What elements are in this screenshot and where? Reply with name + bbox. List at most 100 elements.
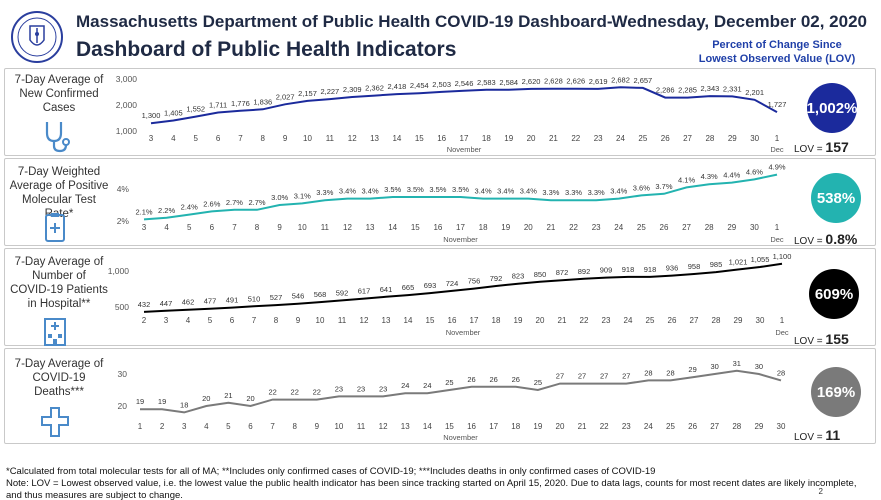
x-tick-label: 12 xyxy=(379,422,388,431)
x-tick-label: 7 xyxy=(232,223,237,232)
x-tick-label: 29 xyxy=(728,134,737,143)
y-tick-label: 1,000 xyxy=(108,266,130,276)
x-tick-label: 29 xyxy=(734,316,743,325)
data-label: 1,711 xyxy=(209,101,227,110)
x-tick-label: 4 xyxy=(204,422,209,431)
month-label: November xyxy=(443,235,478,244)
dashboard-subtitle: Dashboard of Public Health Indicators xyxy=(76,38,457,61)
data-label: 2.4% xyxy=(181,203,198,212)
data-label: 1,727 xyxy=(768,100,787,109)
data-label: 1,552 xyxy=(186,105,205,114)
x-tick-label: 21 xyxy=(546,223,555,232)
x-tick-label: 26 xyxy=(661,134,670,143)
percent-change-badge: 169% xyxy=(811,367,861,417)
data-label: 918 xyxy=(644,265,657,274)
x-tick-label: 13 xyxy=(370,134,379,143)
data-label: 568 xyxy=(314,290,327,299)
data-label: 2,227 xyxy=(320,87,339,96)
data-label: 18 xyxy=(180,400,188,409)
x-tick-label: 11 xyxy=(326,134,335,143)
panel-label: 7-Day Average of COVID-19 Deaths*** xyxy=(14,358,104,398)
data-label: 30 xyxy=(755,362,763,371)
panel-label: 7-Day Average of Number of COVID-19 Pati… xyxy=(10,256,108,310)
x-tick-label: 18 xyxy=(479,223,488,232)
x-tick-label: 3 xyxy=(149,134,154,143)
x-tick-label: 8 xyxy=(255,223,260,232)
data-label: 4.6% xyxy=(746,167,763,176)
y-tick-label: 1,000 xyxy=(116,126,138,136)
series-line xyxy=(143,262,783,313)
month-label: November xyxy=(447,145,482,154)
lov-value: LOV = 155 xyxy=(794,331,849,347)
panel-hospital-patients: 1,000 500 432 447 462 477 491 510 527 546 568 592 61… xyxy=(4,248,876,347)
data-label: 462 xyxy=(182,298,195,307)
x-tick-label: 4 xyxy=(164,223,169,232)
data-label: 958 xyxy=(688,262,701,271)
x-tick-label: 13 xyxy=(382,316,391,325)
clipboard-test-icon xyxy=(45,213,65,242)
x-tick-label: 30 xyxy=(777,422,786,431)
data-label: 27 xyxy=(556,372,564,381)
dashboard-header: Massachusetts Department of Public Healt… xyxy=(0,0,881,68)
x-tick-label: 1 xyxy=(138,422,143,431)
x-tick-label: 14 xyxy=(423,422,432,431)
data-label: 3.4% xyxy=(339,187,356,196)
data-label: 872 xyxy=(556,268,569,277)
footnotes: *Calculated from total molecular tests f… xyxy=(6,466,874,500)
x-tick-label: 30 xyxy=(756,316,765,325)
data-label: 3.4% xyxy=(497,187,514,196)
x-tick-label: 17 xyxy=(456,223,465,232)
panel-label: 7-Day Average of New Confirmed Cases xyxy=(14,74,104,114)
panel-positive-test-rate: 4% 2% 2.1% 2.2% 2.4% 2.6% 2.7% 2.7% 3.0% 3.1% 3.3%… xyxy=(4,158,876,247)
data-label: 1,405 xyxy=(164,108,183,117)
panel-new-confirmed-cases: 3,000 2,000 1,000 1,300 1,405 1,552 1,711 1,776… xyxy=(4,68,876,156)
x-tick-label: 16 xyxy=(448,316,457,325)
x-tick-label: 11 xyxy=(321,223,330,232)
x-tick-label: 2 xyxy=(142,316,147,325)
x-tick-label: 19 xyxy=(501,223,510,232)
x-tick-label: 17 xyxy=(489,422,498,431)
x-tick-label: 15 xyxy=(415,134,424,143)
data-label: 1,300 xyxy=(142,111,161,120)
x-tick-label: 15 xyxy=(426,316,435,325)
x-tick-label: 18 xyxy=(511,422,520,431)
x-tick-label: 24 xyxy=(624,316,633,325)
data-label: 27 xyxy=(578,372,586,381)
data-label: 2,626 xyxy=(566,77,585,86)
x-tick-label: 4 xyxy=(171,134,176,143)
data-label: 4.4% xyxy=(723,171,740,180)
cross-icon xyxy=(41,407,69,437)
data-label: 19 xyxy=(136,397,144,406)
x-tick-label: 14 xyxy=(404,316,413,325)
x-tick-label: 18 xyxy=(482,134,491,143)
month-end-label: Dec xyxy=(770,145,784,154)
data-label: 2,619 xyxy=(589,77,608,86)
x-tick-label: 20 xyxy=(556,422,565,431)
data-label: 25 xyxy=(445,378,453,387)
data-label: 3.1% xyxy=(294,191,311,200)
footnote-note: Note: LOV = Lowest observed value, i.e. … xyxy=(6,478,857,500)
data-label: 3.4% xyxy=(520,187,537,196)
data-label: 3.3% xyxy=(542,188,559,197)
data-label: 3.5% xyxy=(384,185,401,194)
x-tick-label: 17 xyxy=(470,316,479,325)
x-tick-label: 14 xyxy=(388,223,397,232)
data-label: 693 xyxy=(424,281,437,290)
y-tick-label: 4% xyxy=(117,184,130,194)
data-label: 29 xyxy=(688,365,696,374)
y-tick-label: 500 xyxy=(115,302,129,312)
month-end-label: Dec xyxy=(775,328,789,337)
data-label: 4.9% xyxy=(768,163,785,172)
x-tick-label: 24 xyxy=(614,223,623,232)
stethoscope-icon xyxy=(45,122,70,153)
month-label: November xyxy=(443,433,478,442)
y-tick-label: 3,000 xyxy=(116,74,138,84)
x-tick-label: 22 xyxy=(569,223,578,232)
page-number: 2 xyxy=(818,487,823,496)
x-tick-label: 8 xyxy=(274,316,279,325)
data-label: 756 xyxy=(468,277,481,286)
data-label: 24 xyxy=(401,381,409,390)
data-label: 918 xyxy=(622,265,635,274)
x-tick-label: 12 xyxy=(360,316,369,325)
data-label: 30 xyxy=(711,362,719,371)
